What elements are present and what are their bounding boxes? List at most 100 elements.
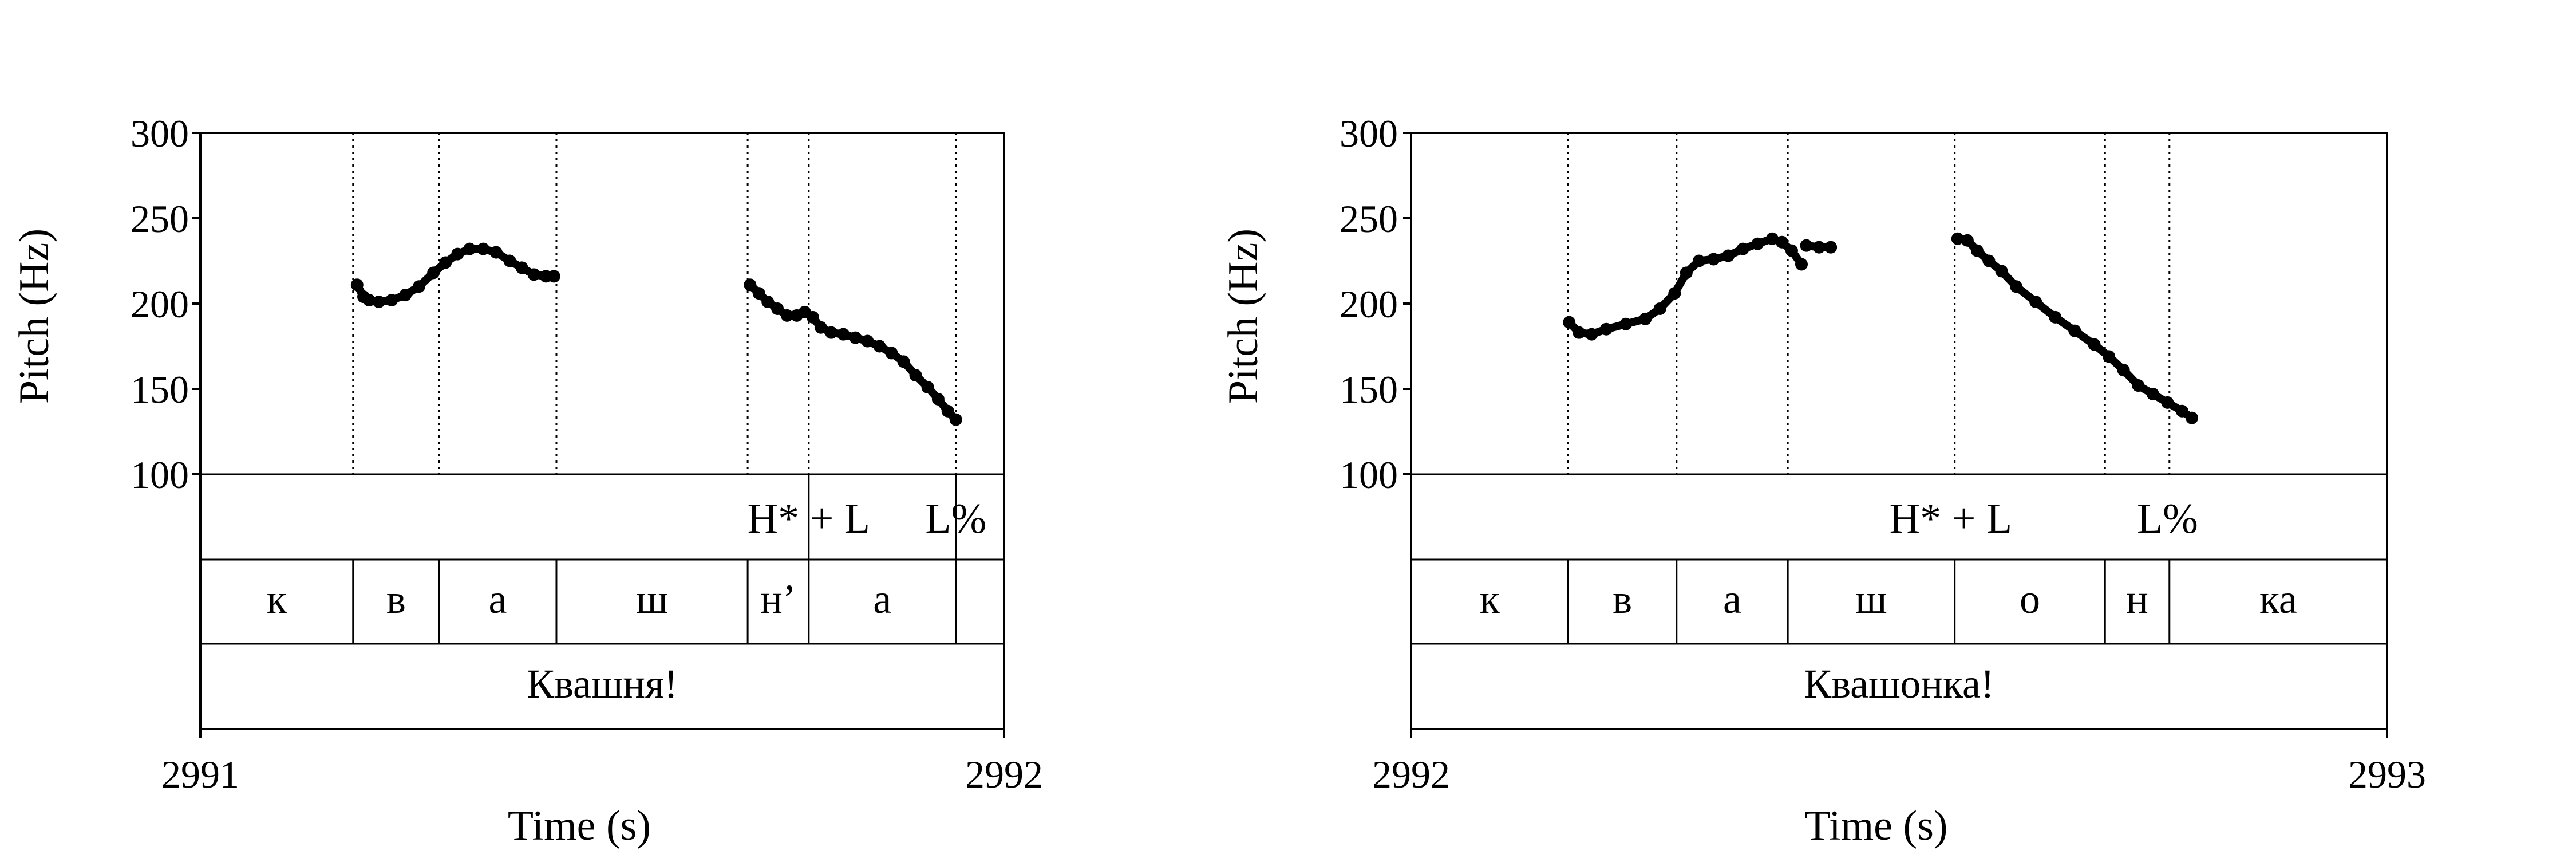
pitch-point — [849, 331, 862, 344]
pitch-point — [1573, 326, 1586, 339]
y-tick-label: 300 — [1340, 112, 1398, 155]
pitch-point — [547, 270, 560, 283]
y-axis-label: Pitch (Hz) — [11, 229, 58, 404]
pitch-point — [1707, 253, 1720, 266]
pitch-point — [2161, 396, 2174, 409]
pitch-point — [806, 310, 819, 324]
pitch-point — [1970, 244, 1984, 257]
pitch-point — [1824, 241, 1838, 254]
pitch-point — [412, 280, 425, 293]
pitch-point — [897, 355, 910, 368]
pitch-point — [825, 326, 838, 339]
segment-label: ш — [1855, 576, 1887, 622]
pitch-point — [2175, 404, 2188, 418]
pitch-point — [1722, 249, 1735, 262]
y-tick-label: 250 — [131, 197, 189, 241]
pitch-point — [771, 302, 784, 315]
segment-label: н’ — [760, 576, 796, 622]
pitch-point — [2103, 350, 2116, 363]
y-tick-label: 200 — [131, 282, 189, 326]
segment-label: а — [873, 576, 891, 622]
pitch-point — [385, 294, 398, 307]
segment-label: ш — [636, 576, 667, 622]
pitch-point — [489, 246, 503, 259]
y-tick-label: 100 — [131, 453, 189, 497]
pitch-point — [515, 261, 528, 274]
pitch-point — [909, 369, 922, 382]
pitch-point — [1668, 287, 1681, 300]
x-tick-label: 2992 — [965, 753, 1043, 796]
pitch-point — [1585, 328, 1598, 341]
pitch-point — [814, 321, 827, 334]
segment-label: в — [1613, 576, 1632, 622]
x-axis-label: Time (s) — [508, 802, 651, 849]
y-tick-label: 100 — [1340, 453, 1398, 497]
pitch-point — [1639, 312, 1652, 325]
pitch-point — [1692, 254, 1705, 267]
pitch-point — [1751, 237, 1764, 250]
pitch-point — [362, 294, 376, 307]
pitch-point — [1982, 254, 1996, 267]
segment-label: к — [1480, 576, 1500, 622]
panel-1: 100 150 200 250 300 Pitch (Hz) 2991 2992 Time (s… — [11, 112, 1043, 849]
pitch-point — [752, 287, 765, 300]
pitch-point — [1951, 232, 1964, 245]
panel-2: 100 150 200 250 300 Pitch (Hz) 2992 2993 Time (s… — [1220, 112, 2426, 849]
pitch-point — [1619, 317, 1633, 330]
pitch-point — [780, 309, 793, 322]
pitch-point — [399, 289, 412, 302]
pitch-point — [2010, 280, 2023, 293]
segment-label: о — [2020, 576, 2040, 622]
pitch-point — [527, 268, 540, 281]
tone-label: L% — [925, 495, 986, 542]
pitch-point — [949, 413, 962, 426]
pitch-point — [2146, 387, 2159, 400]
pitch-point — [427, 266, 440, 280]
pitch-point — [1812, 241, 1826, 254]
pitch-point — [503, 254, 516, 267]
pitch-point — [1736, 242, 1749, 255]
y-tick-label: 250 — [1340, 197, 1398, 241]
segment-label: а — [1723, 576, 1741, 622]
pitch-point — [463, 242, 476, 255]
word-label: Квашня! — [527, 661, 678, 707]
pitch-contour — [1565, 234, 1805, 338]
x-tick-label: 2993 — [2348, 753, 2426, 796]
segment-label: в — [386, 576, 406, 622]
pitch-point — [1600, 322, 1613, 336]
pitch-point — [477, 242, 490, 255]
pitch-point — [2068, 324, 2081, 337]
pitch-point — [2029, 296, 2042, 309]
pitch-point — [2049, 310, 2062, 324]
pitch-point — [1775, 235, 1788, 249]
x-axis-label: Time (s) — [1804, 802, 1947, 849]
pitch-point — [2117, 364, 2130, 377]
segment-label: а — [488, 576, 507, 622]
pitch-point — [941, 404, 954, 418]
word-label: Квашонка! — [1804, 661, 1994, 707]
pitch-point — [2088, 338, 2101, 351]
pitch-point — [873, 340, 886, 353]
y-tick-label: 150 — [131, 368, 189, 411]
segment-label: к — [267, 576, 287, 622]
pitch-point — [1653, 302, 1666, 315]
pitch-point — [350, 278, 364, 292]
pitch-point — [2186, 411, 2198, 424]
x-tick-label: 2992 — [1372, 753, 1450, 796]
y-axis-label: Pitch (Hz) — [1220, 229, 1267, 404]
tone-label: H* + L — [748, 495, 870, 542]
segment-label: ка — [2259, 576, 2297, 622]
x-tick-label: 2991 — [161, 753, 239, 796]
pitch-point — [1785, 244, 1798, 257]
pitch-point — [1563, 316, 1576, 329]
y-tick-label: 300 — [131, 112, 189, 155]
pitch-point — [1995, 265, 2008, 278]
tone-label: H* + L — [1890, 495, 2012, 542]
pitch-point — [2132, 379, 2145, 392]
pitch-point — [1795, 258, 1808, 271]
pitch-point — [885, 347, 898, 360]
pitch-point — [1961, 234, 1974, 247]
tone-label: L% — [2137, 495, 2198, 542]
pitch-point — [1680, 266, 1693, 280]
y-tick-label: 150 — [1340, 368, 1398, 411]
